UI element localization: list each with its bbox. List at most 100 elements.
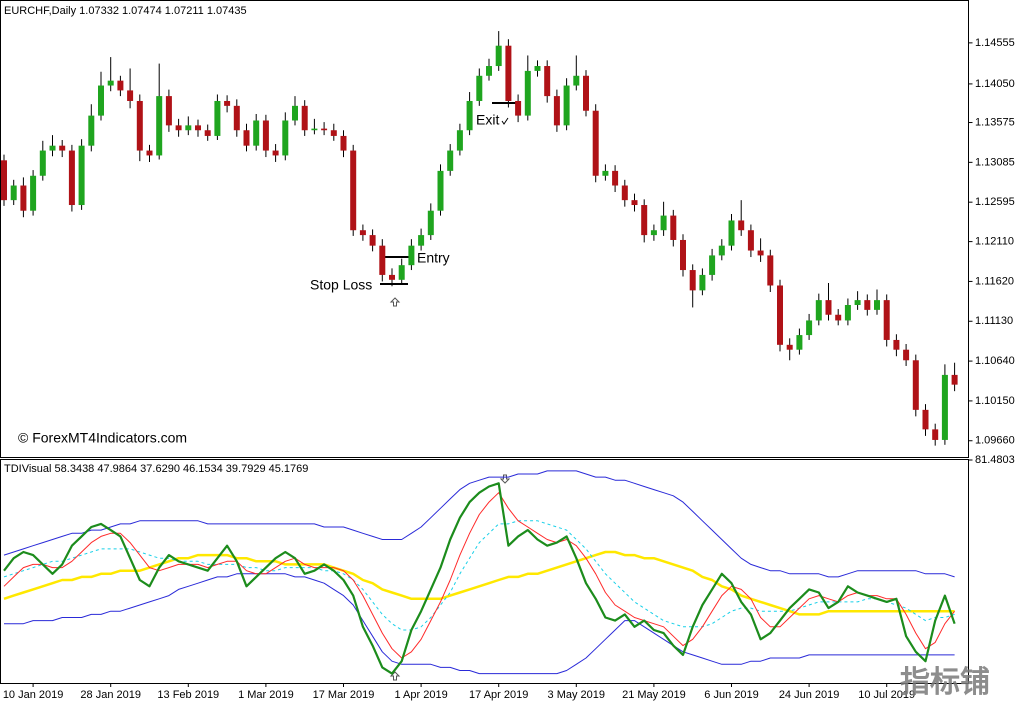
candle-body [922,409,929,430]
candle-body [127,90,134,101]
candle-body [932,429,939,440]
candle-body [573,75,580,86]
candle-body [747,230,754,251]
candle-body [680,239,686,271]
candle-body [893,339,900,350]
indicator-line [3,492,955,659]
candle-body [951,374,958,385]
candle-body [699,274,706,291]
y-tick-label: 1.13085 [975,156,1015,168]
price-panel-title: EURCHF,Daily 1.07332 1.07474 1.07211 1.0… [4,5,247,17]
candle-body [612,170,619,186]
x-tick-label: 10 Jul 2019 [858,689,915,701]
candle-body [204,130,211,136]
candle-body [660,215,667,231]
candle-body [369,235,376,246]
candle-body [495,45,502,67]
y-tick-label: 1.12595 [975,196,1015,208]
candle-body [844,305,851,321]
candle-body [214,100,221,136]
candle-body [359,230,366,236]
candle-body [301,105,308,131]
candle-body [515,100,522,116]
indicator-line [3,520,955,631]
candle-body [292,105,298,121]
candle-body [583,75,589,111]
indicator-line [3,482,956,675]
candle-body [447,150,454,171]
candle-body [505,45,512,101]
y-tick-label: 1.12110 [975,236,1014,248]
candle-body [486,66,492,76]
candle-body [330,130,337,136]
x-tick-label: 10 Jan 2019 [3,689,64,701]
candle-body [224,100,231,106]
candle-body [941,374,948,440]
candle-body [165,96,172,126]
indicator-line [3,470,955,578]
candle-body [272,150,279,156]
candle-body [912,360,919,410]
candle-body [88,115,95,146]
indicator-arrow-down [499,474,511,484]
candle-body [825,300,832,315]
price-panel-frame [0,0,969,458]
candle-body [621,185,628,201]
candle-body [786,344,793,350]
candle-body [767,255,774,286]
candle-body [78,145,85,206]
candle-body [418,235,425,246]
x-tick-label: 24 Jun 2019 [779,689,840,701]
candle-body [107,80,114,86]
plot-layer: 1.14555 1.14050 1.13575 1.13085 1.12595 1.121… [1,31,1015,701]
candle-body [243,130,250,146]
stop-loss-label: Stop Loss [310,277,372,293]
y-tick-label: 1.11130 [975,315,1013,327]
candle-body [311,128,318,131]
y-tick-label: 81.4803 [975,454,1015,466]
candle-body [854,300,861,305]
y-tick-label: 1.14555 [975,37,1015,49]
candle-body [175,125,182,131]
x-tick-label: 17 Apr 2019 [469,689,528,701]
candle-body [553,96,560,126]
candle-body [117,80,124,91]
candle-body [534,66,541,71]
candle-body [709,255,716,275]
candle-body [777,285,783,345]
candle-body [864,300,871,310]
candle-body [903,349,910,361]
candle-body [563,85,570,126]
candle-body [253,120,260,146]
y-tick-label: 1.10640 [975,355,1015,367]
copyright: © ForexMT4Indicators.com [18,430,187,446]
candle-body [738,220,745,231]
y-tick-label: 1.10150 [975,395,1015,407]
candle-body [398,265,405,280]
candle-body [389,274,395,280]
candle-body [476,75,483,101]
candle-body [689,270,696,291]
candle-body [592,110,599,176]
x-tick-label: 28 Jan 2019 [80,689,141,701]
candle-body [796,335,803,350]
x-tick-label: 17 Mar 2019 [313,689,375,701]
candle-body [427,210,434,236]
exit-check [501,117,509,125]
candle-body [602,170,609,176]
candle-body [806,320,813,336]
entry-label: Entry [417,250,450,266]
candle-body [10,185,17,201]
entry-arrow [389,297,401,307]
candle-body [233,105,240,131]
candle-body [262,120,269,151]
x-tick-label: 1 Apr 2019 [394,689,447,701]
candle-body [98,85,104,116]
candle-body [757,250,764,256]
candle-body [379,245,386,275]
candle-body [815,300,822,321]
candle-body [146,150,153,156]
x-tick-label: 6 Jun 2019 [704,689,758,701]
candle-body [195,125,201,131]
candle-body [1,160,7,201]
